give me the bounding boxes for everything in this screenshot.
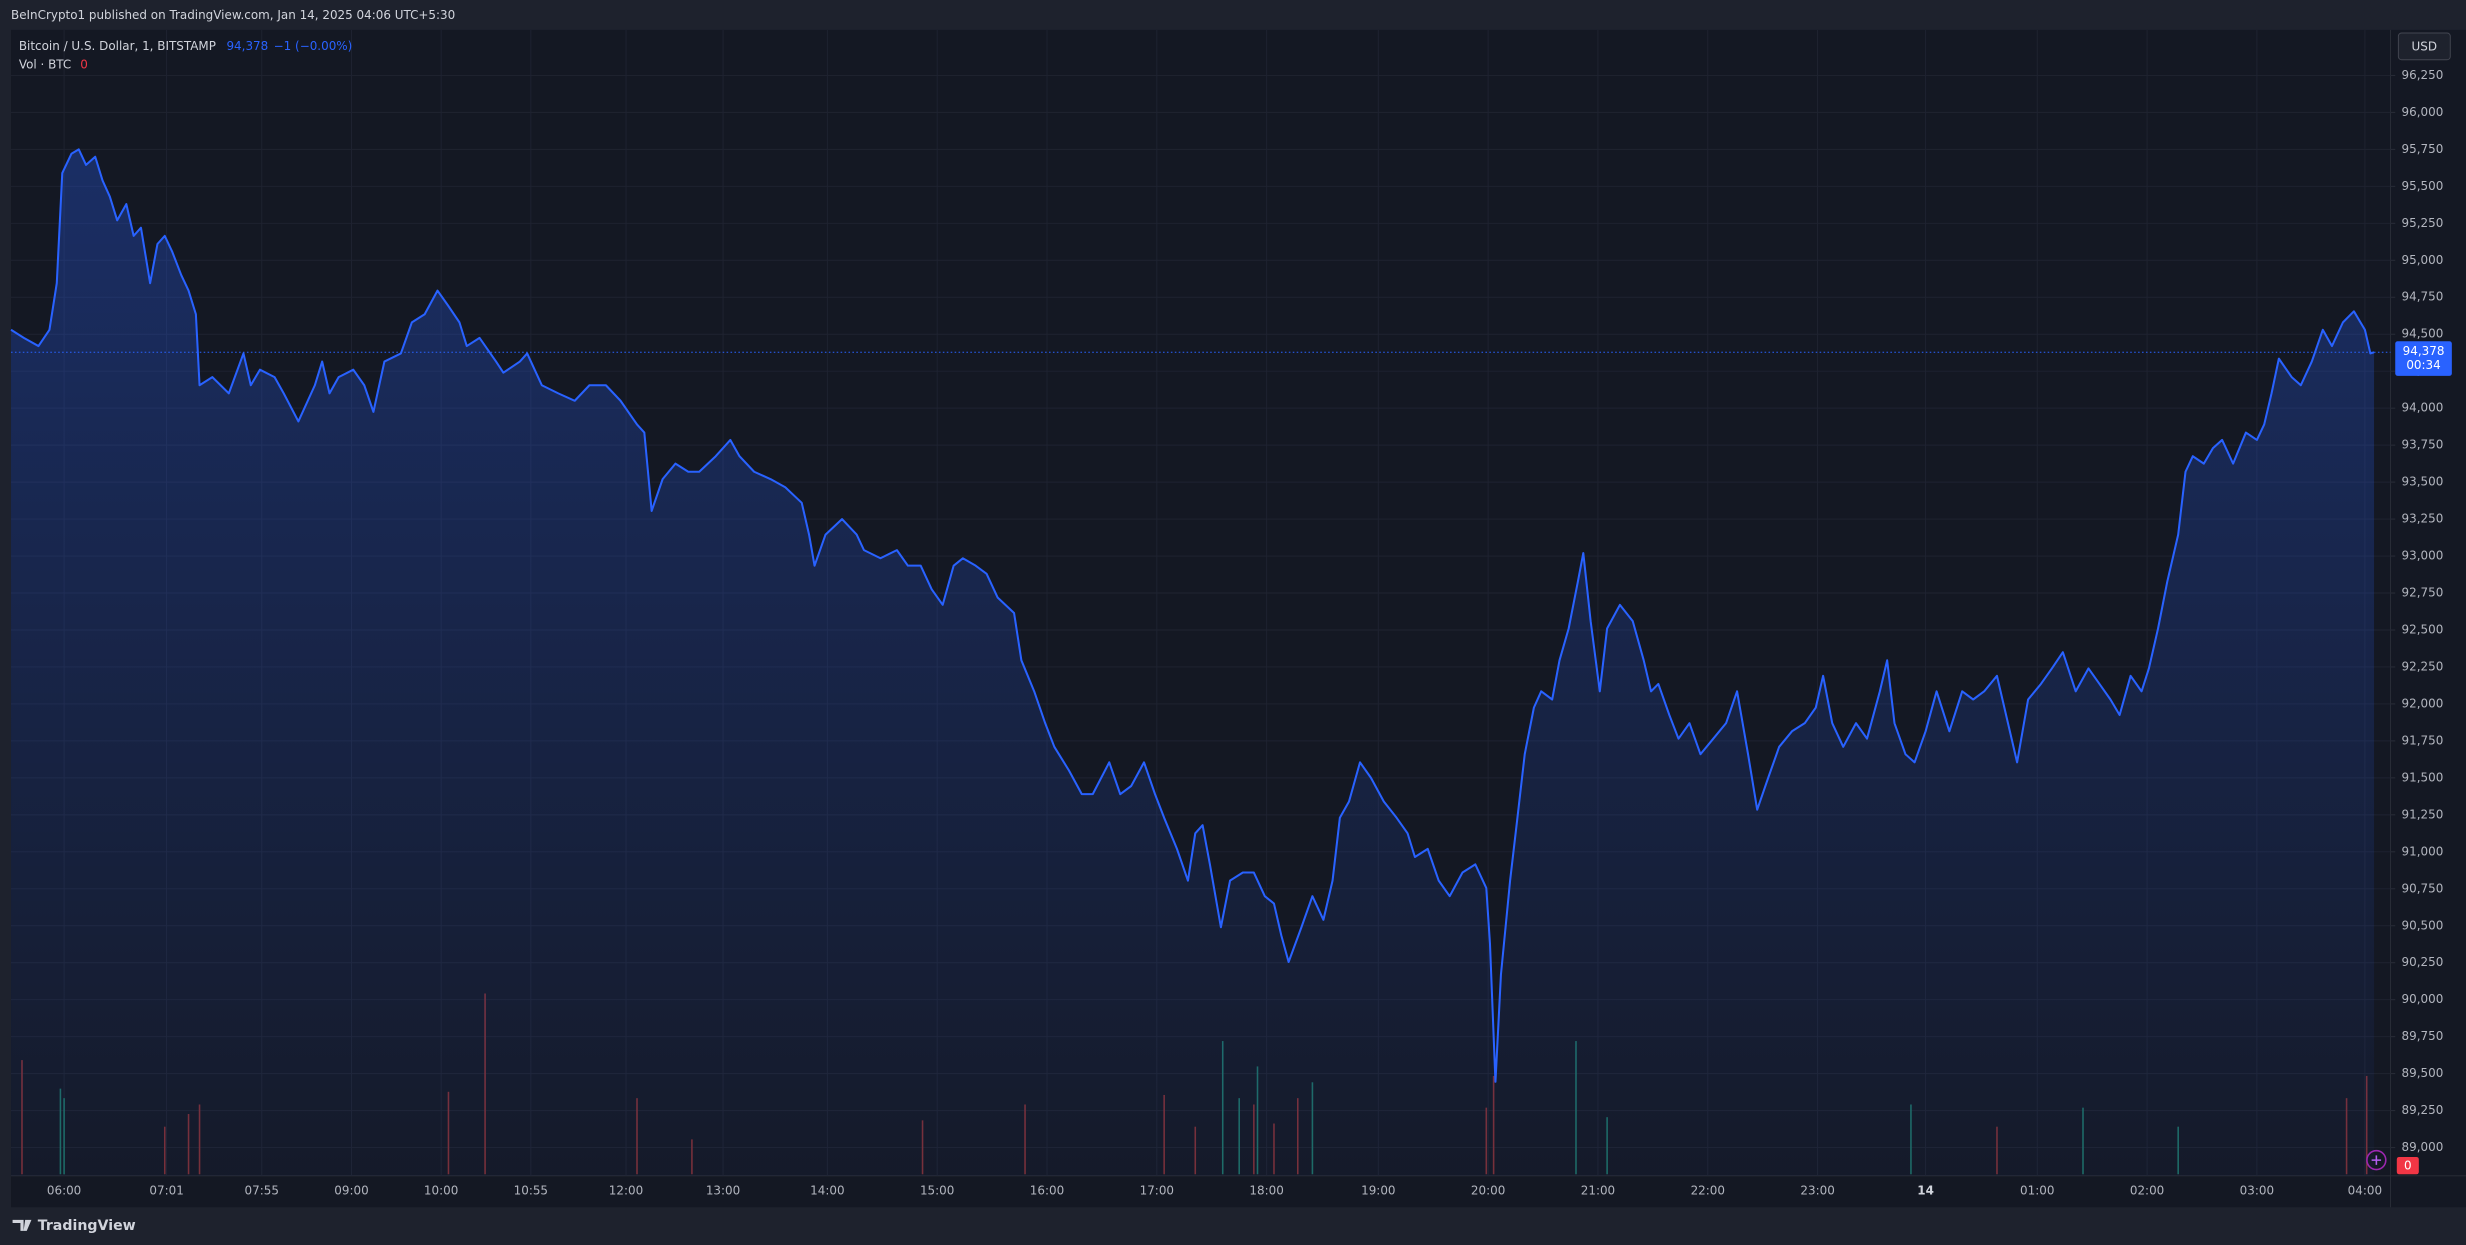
y-tick-label: 93,000 bbox=[2402, 549, 2444, 563]
brand: TradingView bbox=[38, 1218, 136, 1234]
symbol-title: Bitcoin / U.S. Dollar, 1, BITSTAMP bbox=[19, 39, 216, 53]
x-tick-label: 14:00 bbox=[810, 1183, 844, 1197]
y-tick-label: 89,250 bbox=[2402, 1103, 2444, 1117]
y-tick-label: 95,500 bbox=[2402, 179, 2444, 193]
y-tick-label: 91,000 bbox=[2402, 844, 2444, 858]
x-tick-label: 16:00 bbox=[1030, 1183, 1064, 1197]
y-tick-label: 91,500 bbox=[2402, 770, 2444, 784]
volume-price-tag bbox=[2396, 1156, 2419, 1175]
x-tick-label: 07:55 bbox=[245, 1183, 279, 1197]
last-price-tag-value: 94,378 bbox=[2403, 344, 2445, 358]
y-tick-label: 90,500 bbox=[2402, 918, 2444, 932]
y-tick-label: 96,250 bbox=[2402, 68, 2444, 82]
volume-legend-value: 0 bbox=[80, 58, 88, 72]
x-tick-label: 17:00 bbox=[1140, 1183, 1174, 1197]
currency-button[interactable] bbox=[2397, 32, 2451, 61]
y-tick-label: 89,750 bbox=[2402, 1029, 2444, 1043]
y-tick-label: 91,750 bbox=[2402, 733, 2444, 747]
x-tick-label: 09:00 bbox=[334, 1183, 368, 1197]
x-tick-label: 10:55 bbox=[514, 1183, 548, 1197]
x-tick-label: 04:00 bbox=[2348, 1183, 2382, 1197]
x-tick-label: 20:00 bbox=[1471, 1183, 1505, 1197]
volume-legend: Vol · BTC bbox=[19, 58, 71, 72]
last-price-tag bbox=[2395, 341, 2452, 376]
x-tick-label: 19:00 bbox=[1361, 1183, 1395, 1197]
y-tick-label: 95,250 bbox=[2402, 216, 2444, 230]
x-tick-label: 18:00 bbox=[1249, 1183, 1283, 1197]
y-tick-label: 90,250 bbox=[2402, 955, 2444, 969]
x-tick-label: 01:00 bbox=[2020, 1183, 2054, 1197]
y-tick-label: 95,000 bbox=[2402, 253, 2444, 267]
x-tick-label: 22:00 bbox=[1691, 1183, 1725, 1197]
y-tick-label: 93,500 bbox=[2402, 475, 2444, 489]
x-tick-label: 13:00 bbox=[706, 1183, 740, 1197]
y-tick-label: 92,500 bbox=[2402, 622, 2444, 636]
legend-last-price: 94,378 bbox=[226, 39, 268, 53]
brand-logo bbox=[12, 1219, 32, 1231]
x-tick-label: 07:01 bbox=[149, 1183, 183, 1197]
x-tick-label: 12:00 bbox=[609, 1183, 643, 1197]
y-tick-label: 90,750 bbox=[2402, 881, 2444, 895]
x-tick-label: 10:00 bbox=[424, 1183, 458, 1197]
alert-icon[interactable] bbox=[2366, 1149, 2387, 1171]
axes: 89,000 89,250 89,500 89,750 90,000 90,250 90,5… bbox=[47, 68, 2452, 1197]
y-tick-label: 92,750 bbox=[2402, 586, 2444, 600]
y-tick-label: 91,250 bbox=[2402, 807, 2444, 821]
y-tick-label: 94,750 bbox=[2402, 290, 2444, 304]
volume-price-tag-text: 0 bbox=[2404, 1159, 2412, 1173]
plot bbox=[10, 148, 2391, 1176]
x-tick-label: 21:00 bbox=[1581, 1183, 1615, 1197]
y-tick-label: 92,000 bbox=[2402, 696, 2444, 710]
y-tick-label: 94,000 bbox=[2402, 401, 2444, 415]
y-tick-label: 96,000 bbox=[2402, 105, 2444, 119]
x-tick-label: 06:00 bbox=[47, 1183, 81, 1197]
y-tick-label: 92,250 bbox=[2402, 659, 2444, 673]
y-tick-label: 93,750 bbox=[2402, 438, 2444, 452]
y-tick-label: 94,500 bbox=[2402, 327, 2444, 341]
alert-icon-plus[interactable] bbox=[2371, 1155, 2382, 1165]
publish-header: BeInCrypto1 published on TradingView.com… bbox=[11, 8, 455, 22]
y-tick-label: 89,000 bbox=[2402, 1140, 2444, 1154]
y-tick-label: 90,000 bbox=[2402, 992, 2444, 1006]
legend-change: −1 (−0.00%) bbox=[274, 39, 353, 53]
area-fill bbox=[11, 149, 2375, 1176]
y-tick-label: 95,750 bbox=[2402, 142, 2444, 156]
price-line bbox=[10, 148, 2375, 1083]
x-tick-label: 03:00 bbox=[2240, 1183, 2274, 1197]
x-tick-label: 02:00 bbox=[2130, 1183, 2164, 1197]
x-tick-label: 14 bbox=[1917, 1183, 1934, 1197]
y-tick-label: 89,500 bbox=[2402, 1066, 2444, 1080]
x-tick-label: 15:00 bbox=[920, 1183, 954, 1197]
x-tick-label: 23:00 bbox=[1800, 1183, 1834, 1197]
y-tick-label: 93,250 bbox=[2402, 512, 2444, 526]
currency-label[interactable]: USD bbox=[2412, 40, 2438, 54]
last-price-tag-countdown: 00:34 bbox=[2406, 358, 2440, 372]
